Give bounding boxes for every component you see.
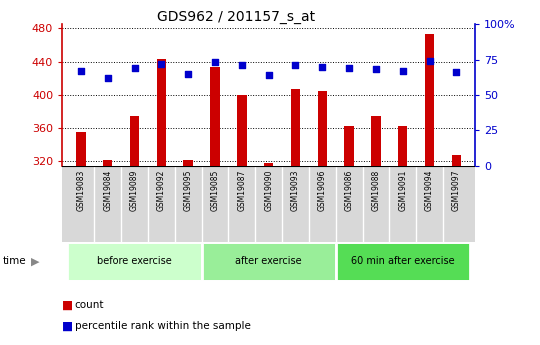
Text: GSM19093: GSM19093 [291, 169, 300, 211]
Text: GSM19097: GSM19097 [452, 169, 461, 211]
Text: GSM19090: GSM19090 [264, 169, 273, 211]
Bar [372, 116, 381, 166]
Text: GSM19095: GSM19095 [184, 169, 193, 211]
Bar [452, 155, 461, 166]
Bar [201, 241, 336, 281]
Bar [237, 95, 247, 166]
Point [211, 60, 219, 65]
Point [130, 65, 139, 71]
Text: ■: ■ [62, 319, 73, 333]
Text: GSM19083: GSM19083 [76, 169, 85, 211]
Text: GSM19094: GSM19094 [425, 169, 434, 211]
Point [372, 67, 380, 72]
Text: ■: ■ [62, 299, 73, 312]
Text: GDS962 / 201157_s_at: GDS962 / 201157_s_at [157, 10, 315, 24]
Text: GSM19088: GSM19088 [372, 169, 381, 211]
Point [318, 64, 327, 69]
Text: GSM19096: GSM19096 [318, 169, 327, 211]
Text: GSM19089: GSM19089 [130, 169, 139, 211]
Text: 60 min after exercise: 60 min after exercise [351, 256, 455, 266]
Text: before exercise: before exercise [97, 256, 172, 266]
Bar [184, 160, 193, 166]
Bar [318, 91, 327, 166]
Text: GSM19086: GSM19086 [345, 169, 354, 211]
Bar [157, 59, 166, 166]
Text: count: count [75, 300, 104, 310]
Point [291, 62, 300, 68]
Text: GSM19092: GSM19092 [157, 169, 166, 211]
Bar [425, 34, 434, 166]
Text: GSM19084: GSM19084 [103, 169, 112, 211]
Bar [68, 241, 201, 281]
Text: percentile rank within the sample: percentile rank within the sample [75, 321, 251, 331]
Point [157, 61, 166, 67]
Text: ▶: ▶ [31, 256, 40, 266]
Point [238, 62, 246, 68]
Point [103, 75, 112, 81]
Bar [336, 241, 470, 281]
Text: time: time [3, 256, 26, 266]
Point [265, 72, 273, 78]
Bar [398, 127, 408, 166]
Text: GSM19085: GSM19085 [211, 169, 219, 211]
Bar [130, 116, 139, 166]
Point [452, 69, 461, 75]
Point [184, 71, 192, 76]
Text: after exercise: after exercise [235, 256, 302, 266]
Point [345, 65, 354, 71]
Bar [264, 163, 273, 166]
Bar [103, 160, 112, 166]
Point [399, 68, 407, 73]
Point [77, 68, 85, 73]
Bar [345, 127, 354, 166]
Point [426, 58, 434, 64]
Text: GSM19091: GSM19091 [399, 169, 407, 211]
Bar [210, 67, 220, 166]
Text: GSM19087: GSM19087 [237, 169, 246, 211]
Bar [291, 89, 300, 166]
Bar [76, 132, 85, 166]
